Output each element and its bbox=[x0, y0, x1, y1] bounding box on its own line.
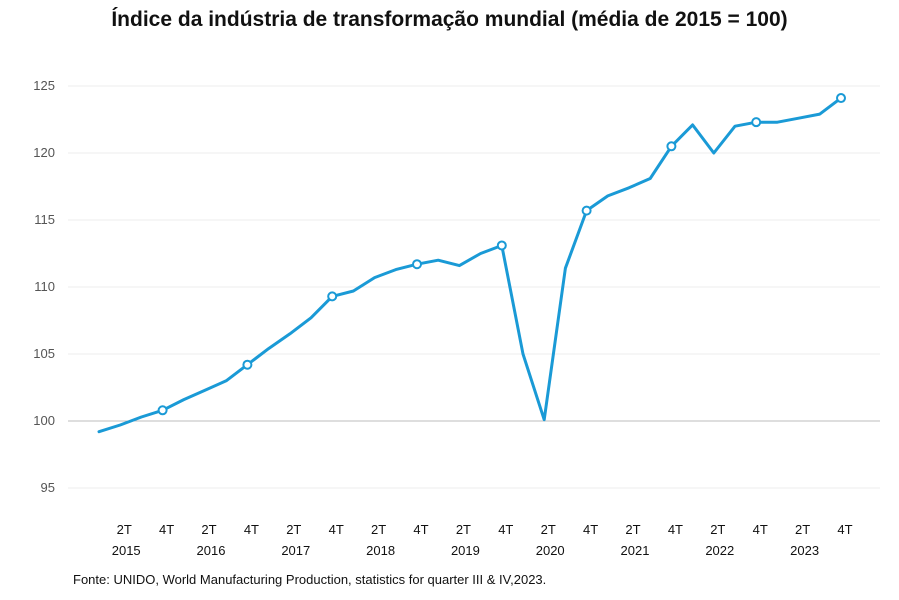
x-tick-label-year: 2021 bbox=[621, 543, 650, 558]
source-note: Fonte: UNIDO, World Manufacturing Produc… bbox=[73, 572, 547, 587]
x-tick-label-year: 2018 bbox=[366, 543, 395, 558]
data-point-marker bbox=[327, 291, 338, 302]
y-tick-label: 115 bbox=[34, 212, 55, 227]
y-axis-ticks: 95 100 105 110 115 120 125 bbox=[33, 78, 55, 495]
x-tick-label-quarter: 2T bbox=[371, 522, 386, 537]
grid-lines bbox=[68, 85, 880, 489]
data-point-marker bbox=[666, 141, 677, 152]
x-tick-label-quarter: 2T bbox=[286, 522, 301, 537]
y-tick-label: 125 bbox=[33, 78, 55, 93]
y-tick-label: 110 bbox=[34, 279, 55, 294]
data-point-marker bbox=[836, 93, 846, 104]
x-tick-label-year: 2019 bbox=[451, 543, 480, 558]
x-tick-label-quarter: 4T bbox=[837, 522, 852, 537]
x-tick-label-year: 2015 bbox=[112, 543, 141, 558]
data-point-marker bbox=[412, 259, 422, 270]
x-tick-label-quarter: 4T bbox=[159, 522, 174, 537]
y-tick-label: 100 bbox=[33, 413, 55, 428]
data-point-marker bbox=[581, 205, 592, 216]
x-tick-label-quarter: 2T bbox=[710, 522, 725, 537]
y-tick-label: 120 bbox=[33, 145, 55, 160]
x-tick-label-quarter: 2T bbox=[625, 522, 640, 537]
x-tick-label-quarter: 4T bbox=[329, 522, 344, 537]
y-tick-label: 95 bbox=[41, 480, 55, 495]
series-line bbox=[97, 96, 843, 434]
data-point-marker bbox=[751, 117, 762, 128]
x-tick-label-quarter: 4T bbox=[753, 522, 768, 537]
x-tick-label-year: 2023 bbox=[790, 543, 819, 558]
x-tick-label-year: 2017 bbox=[281, 543, 310, 558]
y-tick-label: 105 bbox=[33, 346, 55, 361]
x-tick-label-year: 2016 bbox=[197, 543, 226, 558]
x-tick-label-quarter: 4T bbox=[244, 522, 259, 537]
series-markers bbox=[157, 93, 846, 416]
x-tick-label-quarter: 4T bbox=[583, 522, 598, 537]
x-tick-label-year: 2020 bbox=[536, 543, 565, 558]
x-tick-label-quarter: 2T bbox=[117, 522, 132, 537]
data-point-marker bbox=[157, 405, 168, 416]
x-tick-label-quarter: 2T bbox=[456, 522, 471, 537]
x-axis-ticks: 2T 2015 4T 2T 2016 4T 2T 2017 4T 2T 2018 4T 2T 2019 4T… bbox=[112, 522, 853, 558]
x-tick-label-quarter: 2T bbox=[541, 522, 556, 537]
x-tick-label-quarter: 4T bbox=[668, 522, 683, 537]
x-tick-label-quarter: 2T bbox=[201, 522, 216, 537]
data-point-marker bbox=[242, 359, 253, 370]
x-tick-label-quarter: 2T bbox=[795, 522, 810, 537]
x-tick-label-year: 2022 bbox=[705, 543, 734, 558]
x-tick-label-quarter: 4T bbox=[413, 522, 428, 537]
data-point-marker bbox=[496, 240, 507, 251]
x-tick-label-quarter: 4T bbox=[498, 522, 513, 537]
chart-title: Índice da indústria de transformação mun… bbox=[111, 8, 788, 31]
